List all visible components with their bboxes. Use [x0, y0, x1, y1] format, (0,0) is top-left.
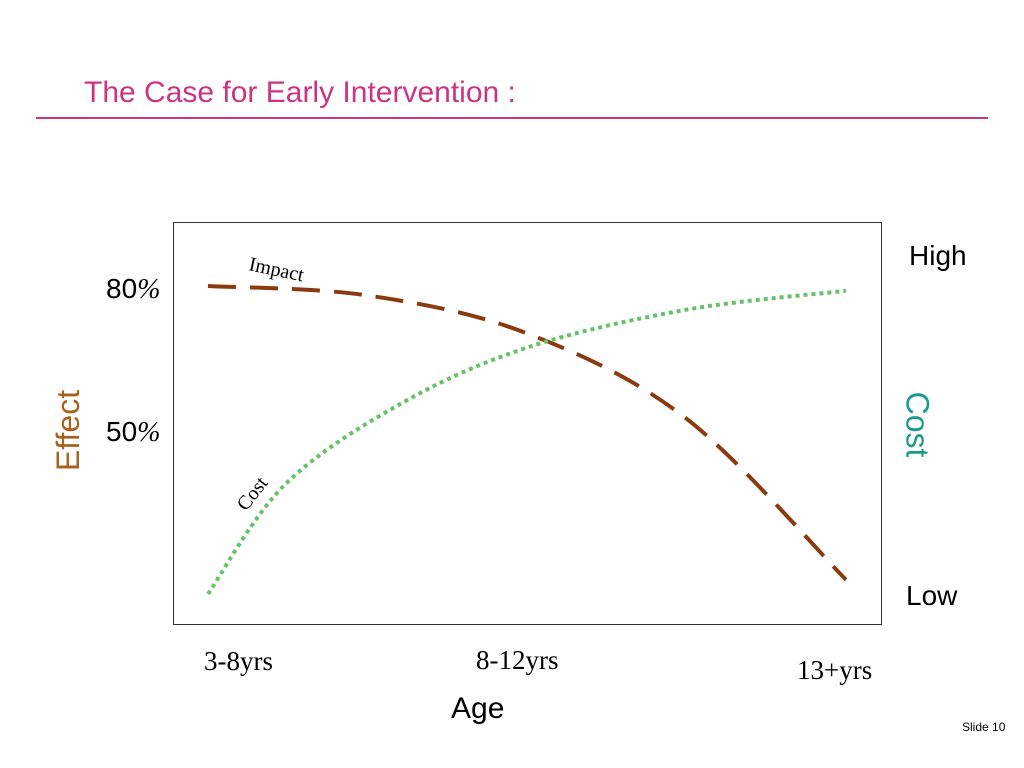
x-tick-3-8yrs: 3-8yrs: [204, 646, 273, 676]
plot-area: [173, 222, 882, 625]
cost-series-line: [206, 288, 847, 596]
right-axis-label: Cost: [899, 391, 936, 458]
y-tick-50-number: 50: [106, 416, 138, 447]
cost-series-label: Cost: [233, 472, 273, 515]
y-tick-80-number: 80: [106, 273, 138, 304]
title-divider: [36, 117, 988, 119]
x-tick-13-yrs: 13+yrs: [797, 655, 873, 685]
left-axis-label: Effect: [50, 389, 87, 472]
y-tick-50-unit: %: [137, 417, 161, 448]
slide-title: The Case for Early Intervention :: [84, 76, 516, 109]
y-tick-50: 50%: [106, 416, 160, 449]
y-tick-80-unit: %: [137, 274, 161, 305]
impact-series-line: [207, 284, 848, 582]
slide-number: Slide 10: [962, 720, 1006, 734]
x-tick-8-12yrs: 8-12yrs: [476, 645, 559, 675]
y-tick-80: 80%: [106, 273, 160, 306]
impact-series-label: Impact: [247, 253, 306, 286]
right-tick-high: High: [909, 240, 967, 271]
right-tick-low: Low: [906, 580, 958, 611]
x-axis-label: Age: [451, 692, 505, 725]
